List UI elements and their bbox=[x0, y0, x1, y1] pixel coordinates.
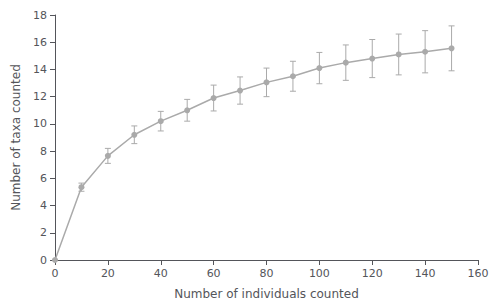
svg-text:6: 6 bbox=[40, 172, 47, 185]
svg-text:14: 14 bbox=[33, 63, 47, 76]
svg-text:20: 20 bbox=[101, 267, 115, 280]
svg-text:8: 8 bbox=[40, 145, 47, 158]
svg-text:100: 100 bbox=[309, 267, 330, 280]
svg-text:0: 0 bbox=[40, 254, 47, 267]
svg-text:80: 80 bbox=[260, 267, 274, 280]
svg-text:10: 10 bbox=[33, 117, 47, 130]
svg-text:4: 4 bbox=[40, 199, 47, 212]
svg-text:120: 120 bbox=[362, 267, 383, 280]
svg-text:Number of individuals counted: Number of individuals counted bbox=[174, 287, 359, 301]
svg-text:140: 140 bbox=[415, 267, 436, 280]
svg-text:Number of taxa counted: Number of taxa counted bbox=[9, 64, 23, 211]
svg-text:12: 12 bbox=[33, 90, 47, 103]
svg-text:40: 40 bbox=[154, 267, 168, 280]
svg-text:2: 2 bbox=[40, 226, 47, 239]
svg-text:18: 18 bbox=[33, 9, 47, 22]
svg-text:60: 60 bbox=[207, 267, 221, 280]
svg-text:0: 0 bbox=[52, 267, 59, 280]
svg-text:16: 16 bbox=[33, 36, 47, 49]
svg-text:160: 160 bbox=[468, 267, 489, 280]
